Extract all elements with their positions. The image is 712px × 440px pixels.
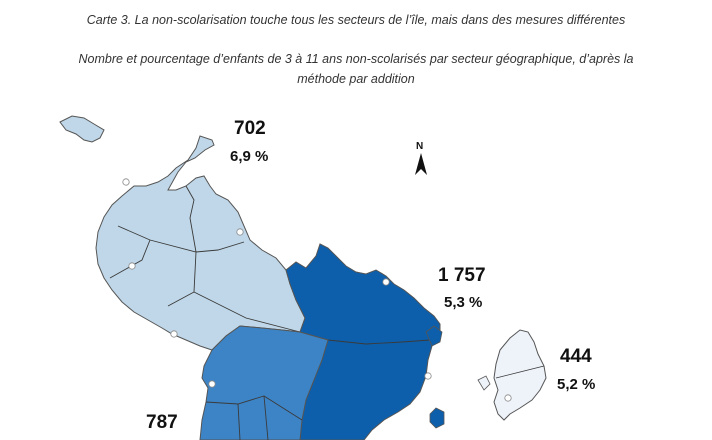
sector-centre-west <box>199 325 329 440</box>
label-petite-terre-percent: 5,2 % <box>557 376 596 393</box>
label-centre-west-count: 787 <box>146 412 178 433</box>
locality-dots <box>122 178 512 402</box>
label-north-west-percent: 6,9 % <box>230 148 269 165</box>
sector-borders-centre-east <box>327 339 431 345</box>
subtitle-line-1: Nombre et pourcentage d’enfants de 3 à 1… <box>78 52 634 66</box>
sector-borders-north-west <box>109 185 301 333</box>
label-centre-east-percent: 5,3 % <box>444 294 483 311</box>
label-petite-terre-count: 444 <box>560 346 592 367</box>
north-arrow-icon <box>415 153 427 175</box>
map-subtitle: Nombre et pourcentage d’enfants de 3 à 1… <box>20 49 692 89</box>
islet-east-1 <box>425 325 443 347</box>
label-centre-east-count: 1 757 <box>438 265 486 286</box>
north-letter: N <box>416 141 424 152</box>
islet-east-2 <box>429 407 445 429</box>
subtitle-line-2: méthode par addition <box>297 72 415 86</box>
label-north-west-count: 702 <box>234 118 266 139</box>
sector-borders-petite-terre <box>495 365 545 379</box>
map-title: Carte 3. La non-scolarisation touche tou… <box>86 13 626 27</box>
sector-petite-terre <box>493 329 547 421</box>
sector-borders-centre-west <box>205 395 303 440</box>
islet-north-west <box>59 115 105 143</box>
islet-petite-terre <box>477 375 491 391</box>
sector-north-west <box>95 135 306 351</box>
